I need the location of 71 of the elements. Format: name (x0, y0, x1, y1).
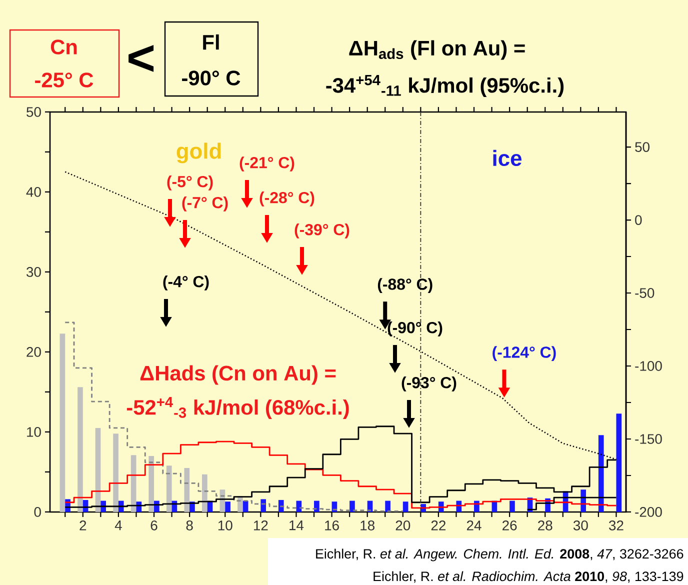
bar (296, 500, 302, 512)
y-tick-label: 30 (26, 267, 41, 277)
chart-title: ΔH$_{ads}$ (Fl on Au) = (349, 40, 525, 60)
text: Cn (50, 40, 77, 54)
bar (184, 468, 190, 512)
y2-tick-label: -200 (635, 507, 662, 517)
bar (616, 414, 622, 512)
bar (474, 500, 480, 512)
annotation: (-4° C) (163, 276, 209, 290)
x-tick-label: 30 (573, 520, 588, 530)
annotation: gold (176, 142, 221, 164)
text: -25° C (35, 72, 94, 88)
annotation: (-5° C) (167, 176, 213, 190)
bar (202, 474, 208, 512)
x-tick-label: 32 (609, 520, 624, 530)
x-tick-label: 26 (502, 520, 517, 530)
x-tick-label: 4 (114, 520, 122, 530)
x-tick-label: 18 (360, 520, 374, 530)
text: Fl (203, 34, 219, 50)
annotation: (-124° C) (492, 346, 556, 362)
x-tick-label: 14 (290, 520, 304, 530)
annotation: (-7° C) (182, 196, 228, 212)
y-tick-label: 50 (26, 107, 41, 117)
y-tick-label: 0 (34, 507, 41, 517)
y2-tick-label: -50 (635, 288, 654, 298)
bar (148, 456, 154, 512)
bar (260, 499, 266, 512)
bar (510, 500, 515, 512)
x-tick-label: 16 (325, 520, 339, 530)
bar (166, 466, 172, 512)
bar (385, 500, 390, 512)
y-tick-label: 20 (26, 347, 41, 357)
y-tick-label: 10 (27, 427, 41, 437)
bar (78, 387, 83, 512)
x-tick-label: 6 (150, 520, 158, 530)
bar (350, 500, 355, 512)
y-tick-label: 40 (26, 187, 41, 197)
annotation: (-90° C) (388, 322, 442, 336)
y2-tick-label: 0 (635, 215, 642, 225)
annotation: (-39° C) (294, 224, 350, 238)
text: Eichler, R. et al. Angew. Chem. Intl. Ed. 2008, 47, 3262-3266 (316, 548, 684, 562)
x-tick-label: 2 (80, 520, 86, 530)
bar (278, 500, 284, 512)
annotation: ice (493, 150, 522, 166)
text: < (128, 45, 154, 72)
bar (314, 500, 320, 512)
text: -90° C (182, 70, 240, 86)
x-tick-label: 12 (254, 520, 268, 530)
bar (113, 434, 118, 512)
annotation: ΔHads (Cn on Au) = (140, 365, 336, 385)
x-tick-label: 8 (186, 520, 193, 530)
bar (225, 502, 230, 512)
text: Eichler, R. et al. Radiochim. Acta 2010, 98, 133-139 (374, 571, 684, 583)
x-tick-label: 28 (538, 520, 552, 530)
bar (95, 428, 101, 512)
annotation: (-21° C) (240, 156, 294, 172)
bar (60, 334, 66, 512)
x-tick-label: 22 (431, 520, 446, 530)
annotation: (-93° C) (402, 376, 456, 392)
x-tick-label: 10 (218, 520, 232, 530)
x-tick-label: 20 (396, 520, 410, 530)
y2-tick-label: 50 (635, 142, 650, 152)
annotation: (-28° C) (260, 192, 314, 206)
bar (598, 435, 604, 512)
annotation: -52$^{+4}$$_{-3}$ kJ/mol (68%c.i.) (126, 397, 349, 419)
y2-tick-label: -150 (635, 434, 662, 444)
x-tick-label: 24 (466, 520, 482, 530)
chart-subtitle: -34$^{+54}$$_{-11}$ kJ/mol (95%c.i.) (326, 75, 564, 97)
y2-tick-label: -100 (635, 361, 662, 371)
bar (402, 502, 408, 512)
annotation: (-88° C) (378, 278, 432, 294)
